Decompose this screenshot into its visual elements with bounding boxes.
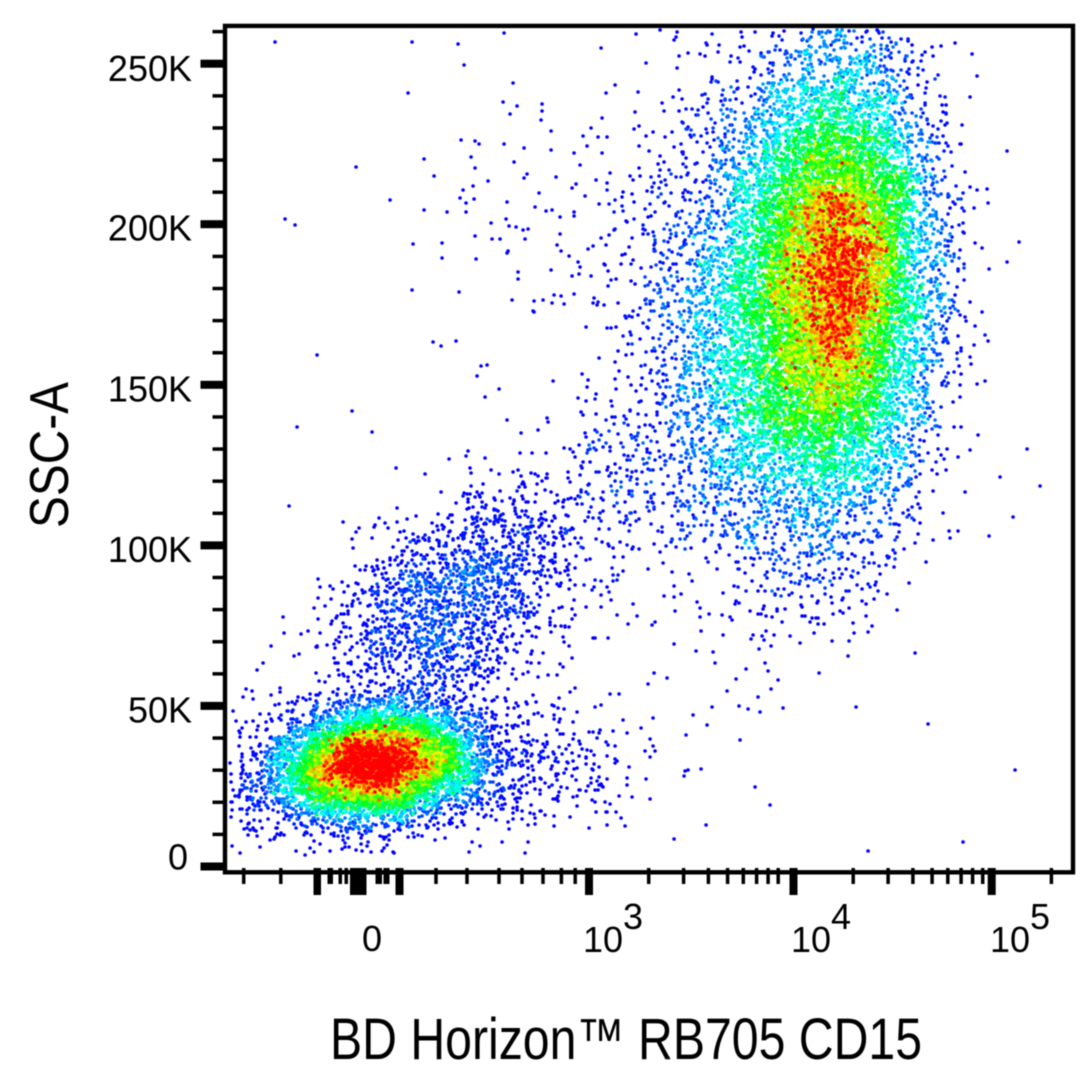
svg-text:SSC-A: SSC-A [18, 382, 80, 528]
svg-text:BD Horizon™ RB705 CD15: BD Horizon™ RB705 CD15 [330, 1007, 922, 1072]
svg-text:250K: 250K [108, 48, 192, 89]
svg-text:50K: 50K [128, 689, 192, 730]
svg-text:103: 103 [583, 896, 643, 960]
svg-text:150K: 150K [108, 368, 192, 409]
svg-text:0: 0 [362, 918, 382, 959]
svg-text:200K: 200K [108, 208, 192, 249]
svg-text:0: 0 [168, 837, 188, 878]
svg-text:100K: 100K [108, 529, 192, 570]
svg-text:105: 105 [990, 896, 1050, 960]
svg-text:104: 104 [791, 896, 851, 960]
